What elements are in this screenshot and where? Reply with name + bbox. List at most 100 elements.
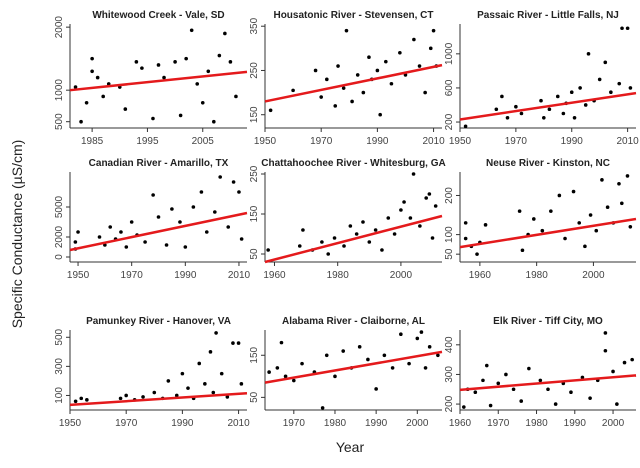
- data-point: [527, 366, 531, 371]
- panel-7: Pamunkey River - Hanover, VA 1950 1970 1990…: [54, 316, 250, 429]
- data-point: [239, 237, 244, 241]
- data-point: [320, 240, 324, 244]
- x-tick-label: 2010: [228, 270, 251, 281]
- data-point: [561, 111, 566, 116]
- x-tick-label: 1960: [263, 270, 286, 281]
- data-point: [549, 209, 553, 213]
- data-point: [615, 402, 619, 406]
- data-point: [546, 387, 550, 392]
- panel-8: Alabama River - Claiborne, AL 1970 1980 199…: [249, 316, 443, 429]
- x-tick-label: 1950: [67, 270, 90, 281]
- data-point: [423, 90, 427, 95]
- data-point: [622, 360, 627, 365]
- data-point: [569, 90, 574, 94]
- data-point: [463, 221, 468, 225]
- data-point: [484, 363, 489, 368]
- y-tick-label: 2000: [54, 225, 65, 248]
- data-point: [488, 403, 493, 408]
- data-point: [361, 90, 366, 95]
- trend-line: [69, 211, 248, 252]
- data-point: [538, 378, 543, 383]
- data-point: [319, 95, 323, 99]
- data-point: [186, 386, 190, 390]
- data-point: [275, 366, 280, 370]
- data-point: [90, 56, 94, 61]
- trend-line: [264, 63, 443, 103]
- data-point: [178, 220, 182, 224]
- x-tick-label: 1990: [365, 418, 388, 429]
- data-point: [382, 353, 387, 358]
- data-point: [291, 88, 295, 93]
- y-tick-label: 5000: [54, 195, 65, 218]
- data-point: [462, 405, 466, 409]
- x-axis-label: Year: [336, 439, 365, 455]
- data-point: [572, 115, 577, 120]
- data-point: [236, 341, 241, 345]
- data-point: [553, 402, 558, 406]
- data-point: [617, 81, 622, 86]
- data-point: [419, 330, 424, 334]
- data-point: [588, 396, 592, 400]
- data-point: [514, 104, 518, 109]
- data-point: [398, 50, 402, 55]
- data-point: [301, 228, 305, 232]
- y-tick-label: 250: [249, 62, 260, 79]
- data-point: [494, 107, 499, 112]
- x-tick-label: 1990: [174, 270, 197, 281]
- data-point: [520, 248, 525, 253]
- data-point: [166, 379, 171, 383]
- data-point: [475, 252, 479, 256]
- data-point: [95, 75, 100, 80]
- x-tick-label: 1970: [310, 136, 333, 147]
- data-point: [325, 77, 329, 82]
- data-point: [597, 77, 602, 82]
- y-tick-label: 0: [54, 254, 65, 260]
- data-point: [367, 55, 371, 59]
- y-tick-label: 100: [54, 387, 65, 404]
- data-point: [620, 201, 624, 206]
- data-point: [628, 224, 633, 229]
- data-point: [297, 244, 302, 248]
- data-point: [129, 220, 134, 224]
- data-point: [367, 240, 372, 244]
- trend-line: [69, 70, 248, 92]
- x-tick-label: 1970: [121, 270, 144, 281]
- data-point: [124, 393, 128, 398]
- data-point: [427, 345, 432, 349]
- x-tick-label: 2000: [582, 270, 605, 281]
- data-point: [361, 220, 365, 224]
- y-tick-label: 200: [444, 113, 455, 130]
- data-point: [212, 119, 216, 124]
- data-point: [583, 103, 588, 107]
- data-point: [199, 190, 204, 194]
- x-tick-label: 2000: [406, 418, 429, 429]
- data-point: [268, 108, 273, 113]
- x-tick-label: 1990: [366, 136, 389, 147]
- data-point: [208, 350, 213, 354]
- data-point: [143, 240, 147, 244]
- data-point: [594, 228, 599, 233]
- data-point: [324, 353, 329, 358]
- y-tick-label: 1000: [444, 42, 455, 65]
- data-point: [173, 60, 177, 64]
- panel-9: Elk River - Tiff City, MO 1960 1970 1980 199…: [444, 316, 637, 429]
- data-point: [399, 208, 403, 212]
- data-point: [333, 374, 337, 379]
- x-tick-label: 1970: [487, 418, 510, 429]
- data-point: [411, 172, 416, 176]
- data-point: [386, 216, 391, 220]
- data-point: [141, 395, 145, 399]
- data-point: [336, 64, 340, 68]
- data-point: [156, 63, 161, 67]
- data-point: [341, 349, 346, 353]
- data-point: [226, 225, 231, 229]
- data-point: [195, 82, 200, 86]
- data-point: [620, 26, 624, 31]
- data-point: [225, 395, 230, 399]
- data-point: [418, 224, 422, 228]
- data-point: [355, 73, 360, 77]
- data-point: [140, 66, 144, 70]
- data-point: [586, 52, 591, 56]
- data-point: [436, 353, 440, 358]
